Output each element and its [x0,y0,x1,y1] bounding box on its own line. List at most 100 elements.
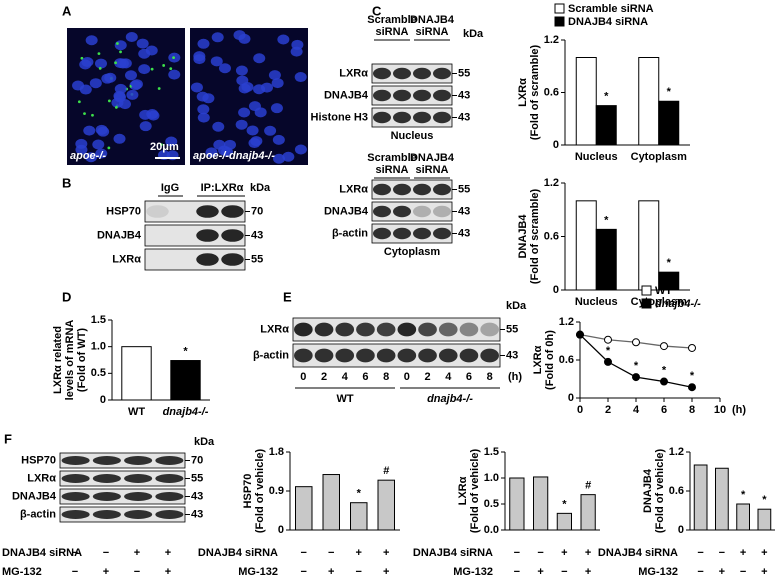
blot-row-label: β-actin [253,349,289,361]
significance-mark: * [741,489,746,501]
nucleus [210,56,223,67]
x-tick-label: 10 [714,404,726,416]
nucleus [81,56,94,67]
significance-mark: * [604,91,609,103]
x-tick-label: 8 [689,404,695,416]
signal [169,67,173,71]
condition-sign: + [383,547,389,559]
signal [150,67,154,71]
x-tick-label: WT [128,406,145,418]
column-label: DNAJB4 [410,152,455,164]
legend-label: dnajb4-/- [655,298,701,310]
nucleus [290,46,303,57]
bar [658,271,680,291]
condition-sign: − [514,547,520,559]
y-tick-label: 0.5 [91,367,106,379]
y-axis-label: (Fold of WT) [76,328,88,392]
signal [157,87,161,90]
signal [116,42,119,45]
nucleus [95,124,108,135]
y-axis-label: DNAJB4 [517,214,529,259]
y-tick-label: 0.6 [544,230,559,242]
y-tick-label: 0.5 [484,498,499,510]
blot-band [221,205,244,218]
nucleus [246,125,259,136]
significance-mark: * [604,214,609,226]
point [576,330,584,339]
mw-label: 55 [251,253,263,265]
blot-band [393,89,411,102]
blot-band [459,322,479,337]
x-tick-label: 4 [633,404,640,416]
condition-sign: + [356,547,362,559]
blot-band [413,89,431,102]
y-tick-label: 0 [568,392,574,404]
significance-mark: * [667,86,672,98]
blot-band [433,67,451,80]
y-axis-label: LXRα [457,476,469,505]
blot-band [373,183,391,196]
nucleus [89,78,102,89]
mw-label: 70 [191,454,203,466]
nucleus [130,79,143,90]
nucleus [238,83,251,94]
nucleus [238,107,251,118]
y-tick-label: 0.6 [669,485,684,497]
nucleus [94,58,107,69]
blot-band [373,227,391,240]
condition-sign: + [585,547,591,559]
mw-label: 55 [191,472,203,484]
y-axis-label: (Fold of vehicle) [469,448,481,533]
signal [91,113,94,117]
nucleus [114,83,127,94]
y-tick-label: 0.6 [544,86,559,98]
blot-band [314,322,334,337]
bar [556,512,572,531]
blot-band [61,474,90,483]
condition-sign: + [561,547,567,559]
point [604,335,612,344]
blot-row-label: Histone H3 [311,111,368,123]
lane-label: 0 [300,371,306,383]
x-tick-label: 2 [605,404,611,416]
blot-band [413,205,431,218]
x-tick-label: Nucleus [575,151,618,163]
y-axis-label: (Fold of vehicle) [254,448,266,533]
nucleus [113,133,126,144]
nucleus [271,78,284,89]
blot-band [61,510,90,519]
nucleus [124,70,137,81]
panel-label: D [62,289,71,304]
condition-sign: + [761,547,767,559]
bar [693,464,708,531]
nucleus [211,32,224,43]
blot-band [393,205,411,218]
blot-row-label: β-actin [20,508,56,520]
blot-band [221,253,244,266]
nucleus [277,34,290,45]
condition-label: MG-132 [638,566,678,578]
blot-band [61,456,90,465]
blot-band [438,348,458,363]
nucleus [197,38,210,49]
blot-band [124,474,153,483]
blot-row-label: DNAJB4 [324,205,369,217]
bar [715,467,729,531]
mw-label: 43 [506,349,518,361]
nucleus [235,65,248,76]
condition-sign: − [72,547,78,559]
x-tick-label: Nucleus [575,296,618,308]
y-axis-label: (Fold of scramble) [529,44,541,140]
blot-band [356,322,375,337]
nucleus [136,38,149,49]
signal [98,66,102,70]
blot-band [397,322,417,337]
legend-label: DNAJB4 siRNA [568,16,648,28]
nucleus [168,69,181,80]
column-label: siRNA [375,26,408,38]
lane-label: 2 [321,371,327,383]
nucleus [270,103,283,114]
signal [172,56,175,59]
nucleus [145,45,158,56]
blot-band [124,510,153,519]
